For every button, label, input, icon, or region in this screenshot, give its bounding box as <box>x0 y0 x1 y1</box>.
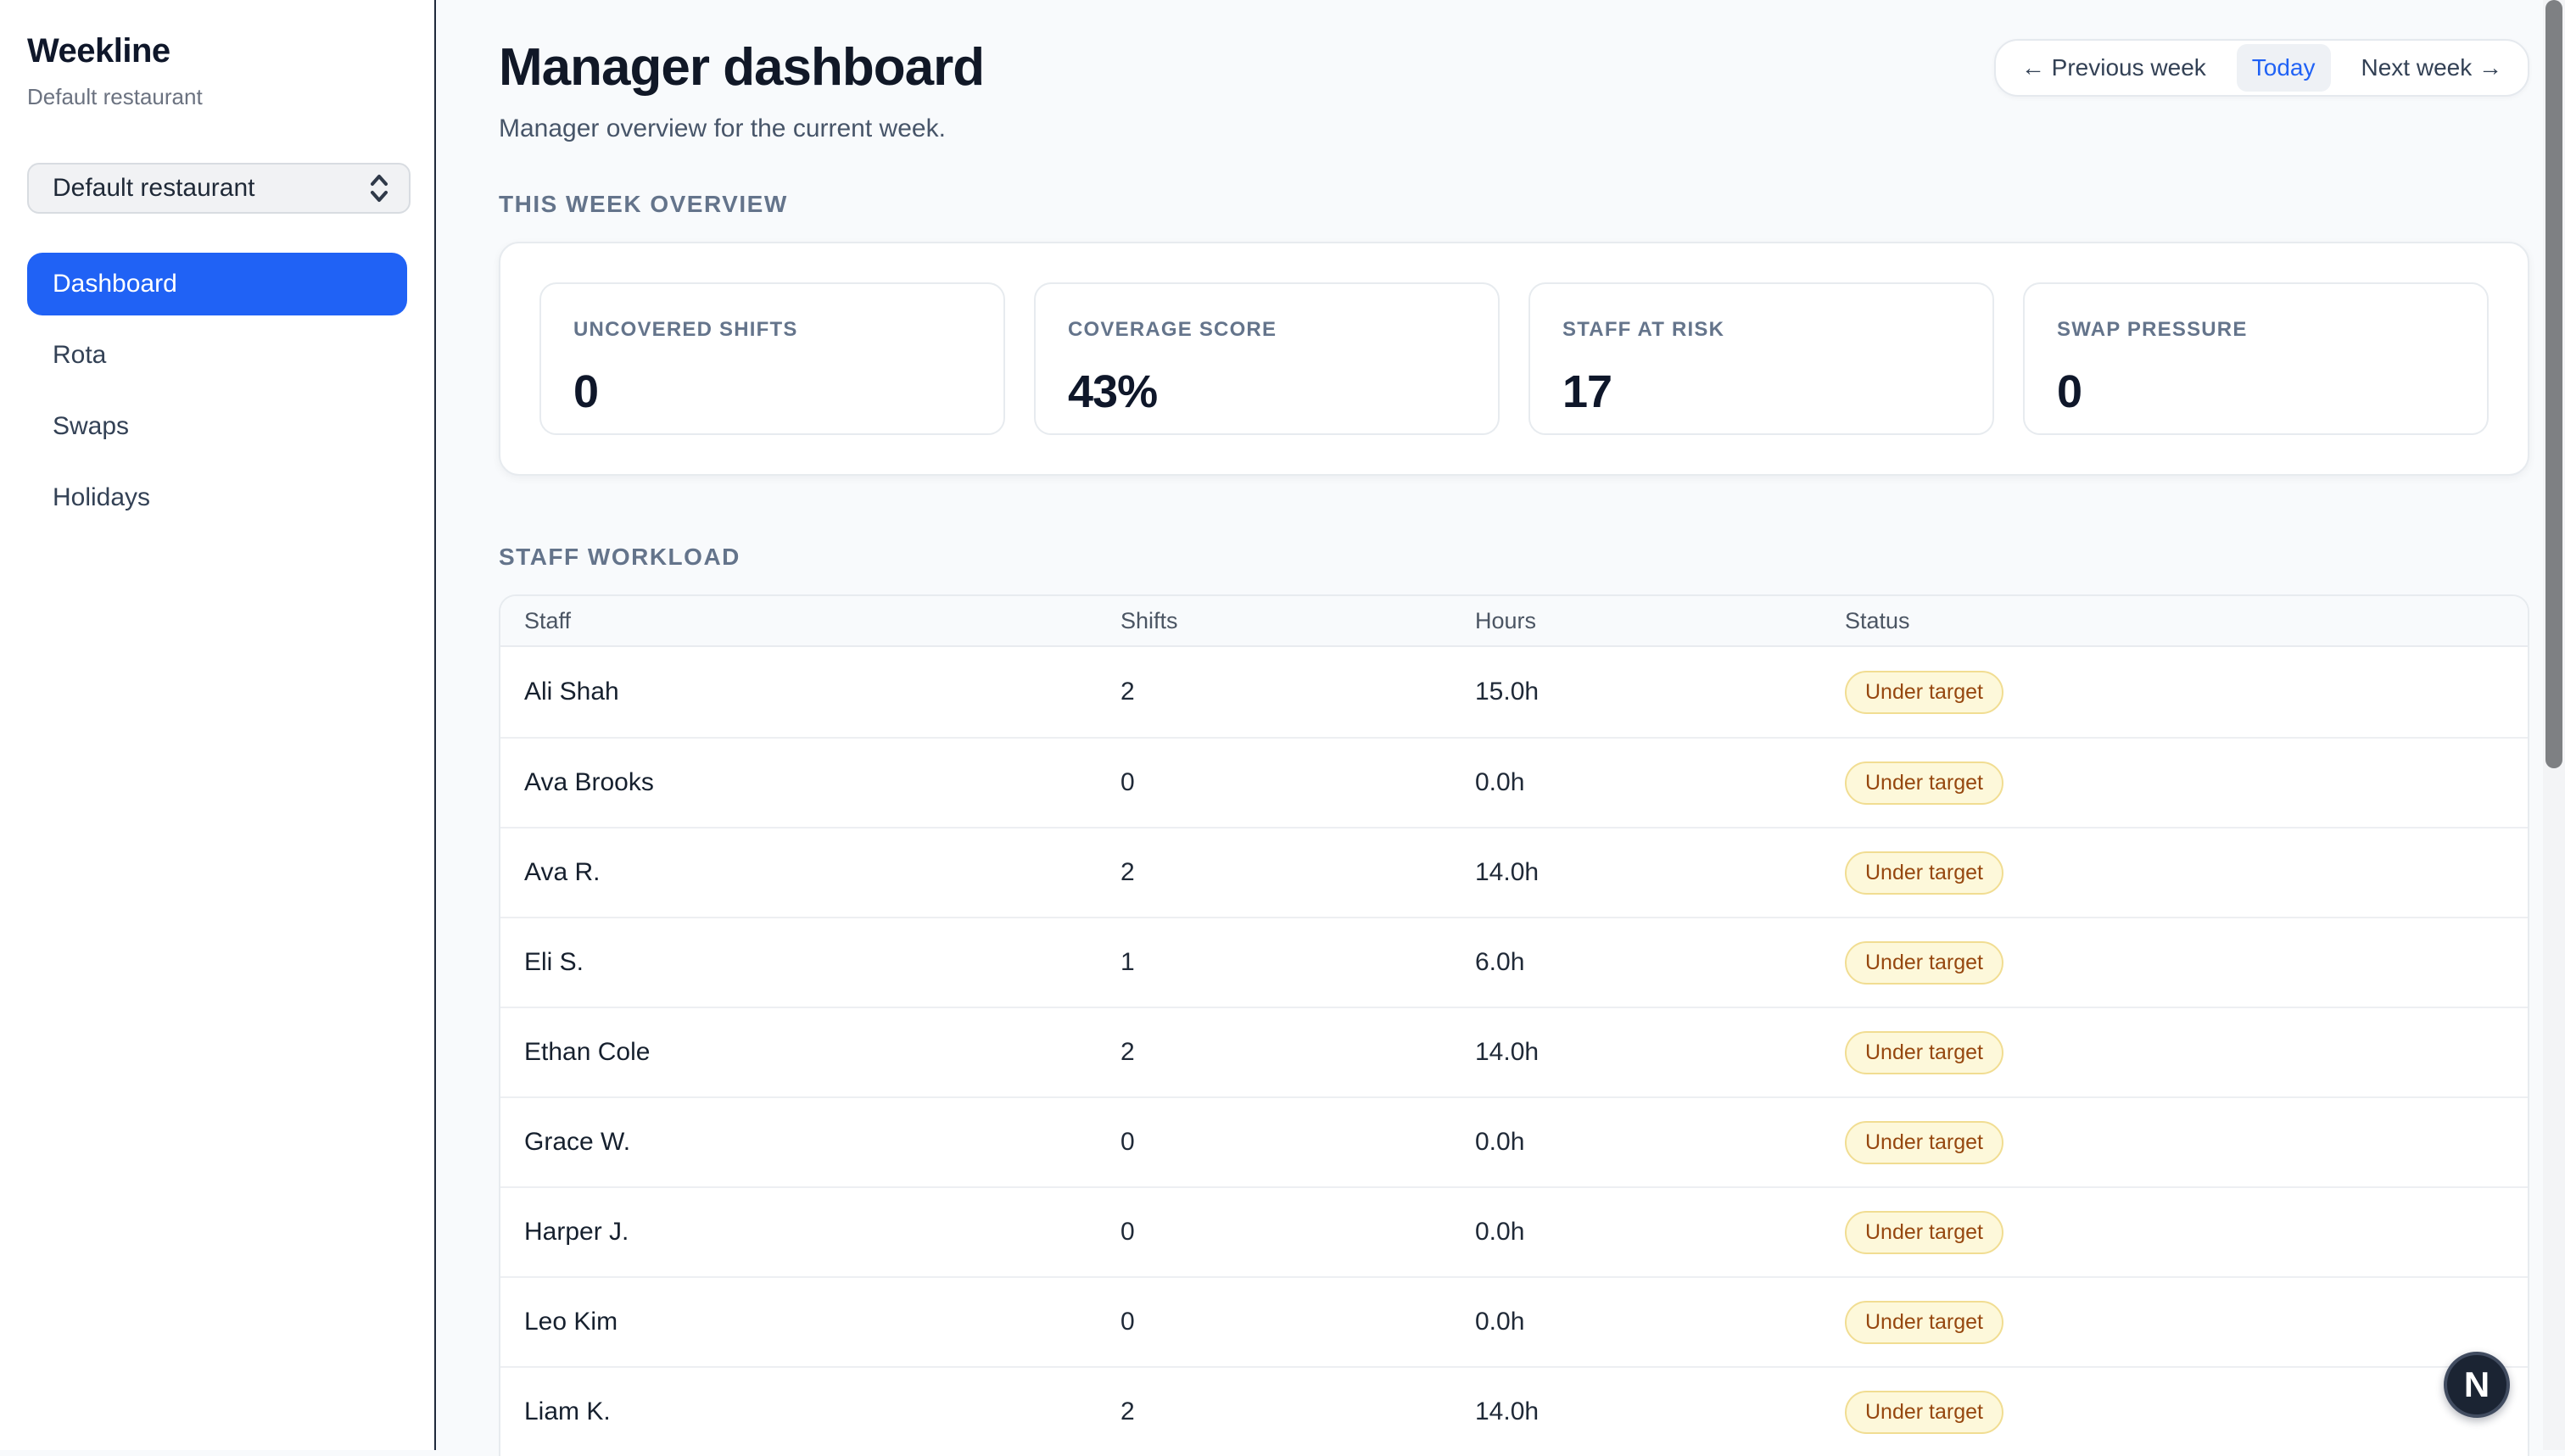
staff-name-cell: Ali Shah <box>524 678 1120 706</box>
shifts-cell: 1 <box>1120 948 1475 977</box>
shifts-cell: 2 <box>1120 858 1475 887</box>
stat-card-swap-pressure: SWAP PRESSURE 0 <box>2023 282 2489 435</box>
stat-label: UNCOVERED SHIFTS <box>573 318 971 342</box>
overview-panel: UNCOVERED SHIFTS 0 COVERAGE SCORE 43% ST… <box>499 242 2529 476</box>
shifts-cell: 0 <box>1120 1308 1475 1336</box>
hours-cell: 14.0h <box>1475 858 1845 887</box>
table-header-row: Staff Shifts Hours Status <box>500 596 2528 647</box>
staff-name-cell: Harper J. <box>524 1218 1120 1247</box>
hours-cell: 0.0h <box>1475 1128 1845 1157</box>
table-row: Harper J. 0 0.0h Under target <box>500 1186 2528 1276</box>
stat-value: 0 <box>573 365 971 418</box>
stat-card-coverage-score: COVERAGE SCORE 43% <box>1034 282 1500 435</box>
hours-cell: 6.0h <box>1475 948 1845 977</box>
staff-name-cell: Ava R. <box>524 858 1120 887</box>
hours-cell: 0.0h <box>1475 1218 1845 1247</box>
week-navigation: ← Previous week Today Next week → <box>1994 39 2529 97</box>
column-header-staff: Staff <box>524 608 1120 634</box>
shifts-cell: 0 <box>1120 1128 1475 1157</box>
main-content: Manager dashboard Manager overview for t… <box>438 0 2565 1450</box>
app-subtitle: Default restaurant <box>27 84 407 110</box>
previous-week-button[interactable]: ← Previous week <box>2021 54 2206 81</box>
sidebar-item-swaps[interactable]: Swaps <box>27 395 407 458</box>
hours-cell: 15.0h <box>1475 678 1845 706</box>
staff-name-cell: Grace W. <box>524 1128 1120 1157</box>
shifts-cell: 2 <box>1120 1397 1475 1426</box>
column-header-hours: Hours <box>1475 608 1845 634</box>
sidebar-nav: Dashboard Rota Swaps Holidays <box>27 253 407 529</box>
stat-value: 0 <box>2057 365 2455 418</box>
page-title: Manager dashboard <box>499 37 984 98</box>
table-row: Liam K. 2 14.0h Under target <box>500 1366 2528 1456</box>
staff-name-cell: Liam K. <box>524 1397 1120 1426</box>
sidebar-item-dashboard[interactable]: Dashboard <box>27 253 407 315</box>
page-header-text: Manager dashboard Manager overview for t… <box>499 37 984 143</box>
table-row: Grace W. 0 0.0h Under target <box>500 1096 2528 1186</box>
status-badge: Under target <box>1845 1301 2003 1344</box>
table-row: Ava R. 2 14.0h Under target <box>500 827 2528 917</box>
table-row: Ethan Cole 2 14.0h Under target <box>500 1007 2528 1096</box>
sidebar-item-holidays[interactable]: Holidays <box>27 466 407 529</box>
table-row: Ali Shah 2 15.0h Under target <box>500 647 2528 737</box>
status-badge: Under target <box>1845 761 2003 805</box>
sidebar-item-label: Swaps <box>53 412 129 441</box>
scrollbar-thumb[interactable] <box>2545 0 2562 768</box>
staff-workload-table: Staff Shifts Hours Status Ali Shah 2 15.… <box>499 594 2529 1456</box>
hours-cell: 0.0h <box>1475 1308 1845 1336</box>
stat-card-uncovered-shifts: UNCOVERED SHIFTS 0 <box>539 282 1005 435</box>
status-badge: Under target <box>1845 1391 2003 1434</box>
overview-cards: UNCOVERED SHIFTS 0 COVERAGE SCORE 43% ST… <box>539 282 2489 435</box>
status-badge: Under target <box>1845 1121 2003 1164</box>
sidebar: Weekline Default restaurant Default rest… <box>0 0 436 1450</box>
stat-value: 43% <box>1068 365 1466 418</box>
dev-tools-badge[interactable]: N <box>2444 1352 2510 1418</box>
dev-tools-badge-letter: N <box>2464 1364 2490 1405</box>
page-header: Manager dashboard Manager overview for t… <box>499 37 2529 143</box>
shifts-cell: 0 <box>1120 1218 1475 1247</box>
hours-cell: 14.0h <box>1475 1038 1845 1067</box>
sidebar-item-rota[interactable]: Rota <box>27 324 407 387</box>
today-button[interactable]: Today <box>2237 44 2331 92</box>
hours-cell: 0.0h <box>1475 768 1845 797</box>
sidebar-item-label: Dashboard <box>53 270 177 298</box>
staff-name-cell: Ava Brooks <box>524 768 1120 797</box>
sidebar-item-label: Holidays <box>53 483 150 512</box>
column-header-shifts: Shifts <box>1120 608 1475 634</box>
next-week-button[interactable]: Next week → <box>2361 54 2503 81</box>
status-badge: Under target <box>1845 851 2003 895</box>
restaurant-select[interactable]: Default restaurant <box>27 163 411 214</box>
status-badge: Under target <box>1845 941 2003 985</box>
table-row: Eli S. 1 6.0h Under target <box>500 917 2528 1007</box>
restaurant-select-value: Default restaurant <box>53 174 254 203</box>
overview-section-heading: THIS WEEK OVERVIEW <box>499 191 2529 218</box>
shifts-cell: 2 <box>1120 678 1475 706</box>
status-badge: Under target <box>1845 1211 2003 1254</box>
staff-name-cell: Ethan Cole <box>524 1038 1120 1067</box>
staff-name-cell: Eli S. <box>524 948 1120 977</box>
scrollbar-track[interactable] <box>2543 0 2565 1450</box>
app-logo-title: Weekline <box>27 32 407 70</box>
stat-label: STAFF AT RISK <box>1562 318 1960 342</box>
shifts-cell: 0 <box>1120 768 1475 797</box>
hours-cell: 14.0h <box>1475 1397 1845 1426</box>
page-subtitle: Manager overview for the current week. <box>499 114 984 143</box>
column-header-status: Status <box>1845 608 2528 634</box>
sidebar-item-label: Rota <box>53 341 106 370</box>
select-updown-icon <box>366 171 392 205</box>
stat-label: COVERAGE SCORE <box>1068 318 1466 342</box>
stat-label: SWAP PRESSURE <box>2057 318 2455 342</box>
staff-name-cell: Leo Kim <box>524 1308 1120 1336</box>
table-row: Leo Kim 0 0.0h Under target <box>500 1276 2528 1366</box>
status-badge: Under target <box>1845 1031 2003 1074</box>
stat-value: 17 <box>1562 365 1960 418</box>
stat-card-staff-at-risk: STAFF AT RISK 17 <box>1528 282 1994 435</box>
shifts-cell: 2 <box>1120 1038 1475 1067</box>
table-row: Ava Brooks 0 0.0h Under target <box>500 737 2528 827</box>
workload-section-heading: STAFF WORKLOAD <box>499 544 2529 571</box>
status-badge: Under target <box>1845 671 2003 714</box>
